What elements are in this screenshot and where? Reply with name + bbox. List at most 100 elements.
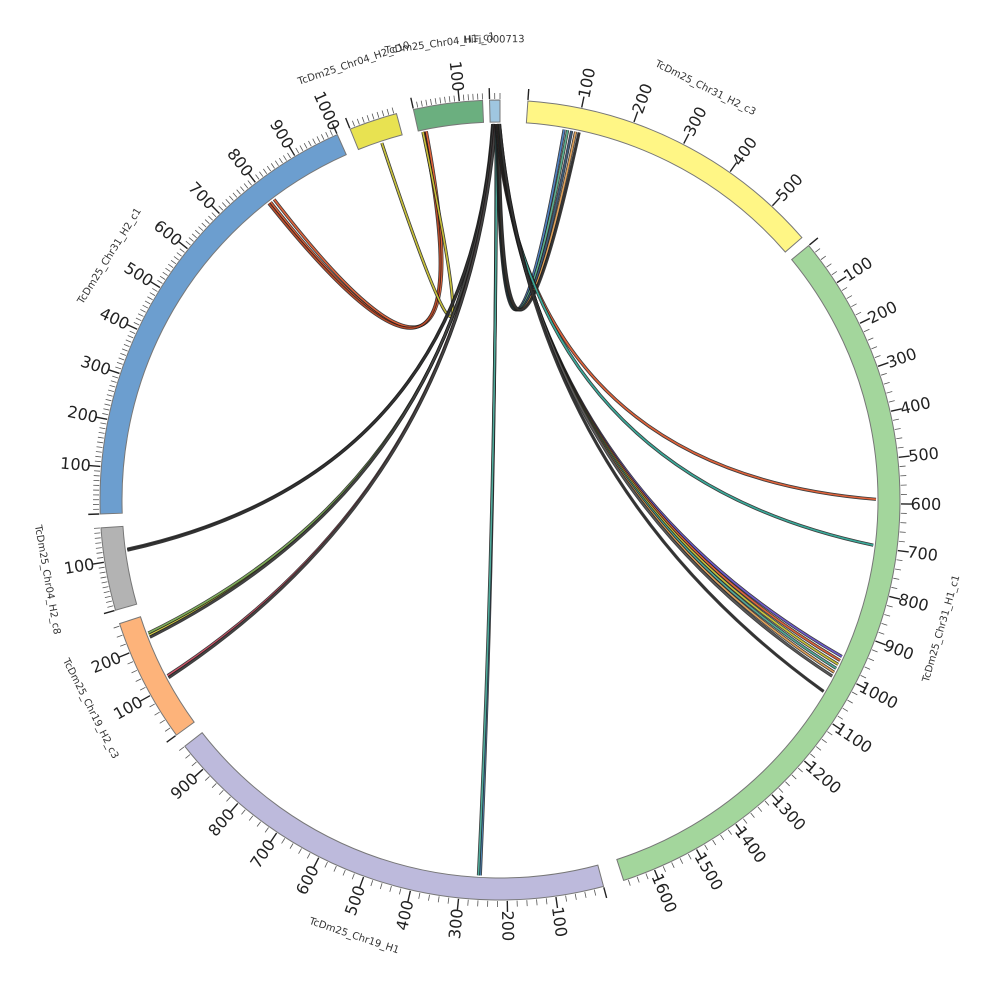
tick-label: 300 [884, 344, 919, 372]
tick-mark [679, 858, 684, 864]
tick-label: 100 [110, 692, 146, 723]
tick-mark [108, 369, 120, 375]
tick-mark [256, 821, 261, 827]
tick-mark [878, 631, 885, 635]
tick-mark [95, 451, 102, 453]
tick-mark [96, 446, 103, 448]
tick-mark [896, 437, 903, 440]
tick-mark [255, 174, 260, 180]
tick-label: 1000 [856, 677, 901, 713]
tick-mark [264, 827, 269, 833]
tick-mark [164, 727, 171, 732]
tick-mark [371, 113, 375, 120]
tick-label: 900 [881, 636, 916, 665]
tick-mark [325, 132, 329, 138]
tick-mark [366, 115, 370, 122]
tick-mark [102, 413, 109, 416]
tick-mark [636, 876, 640, 883]
tick-label: 500 [341, 883, 369, 918]
tick-label: 700 [246, 836, 279, 872]
tick-mark [359, 876, 365, 888]
tick-mark [462, 94, 465, 101]
tick-mark [815, 746, 822, 751]
link-outline [494, 123, 877, 501]
tick-label: 200 [88, 648, 123, 677]
tick-mark [370, 880, 374, 887]
tick-mark [232, 192, 238, 198]
tick-mark [791, 774, 797, 780]
tick-mark [283, 155, 287, 161]
tick-mark [856, 683, 867, 690]
segment-tcdm25-chr19-h1 [184, 732, 605, 901]
tick-mark [104, 403, 111, 406]
tick-label: 700 [906, 542, 939, 565]
tick-mark [96, 416, 108, 421]
tick-mark [894, 568, 901, 571]
tick-mark [298, 848, 302, 854]
tick-mark [99, 427, 106, 430]
tick-mark [211, 212, 217, 218]
tick-mark [123, 344, 130, 348]
tick-mark [785, 781, 790, 787]
tick-mark [897, 549, 909, 553]
link-outline [380, 131, 455, 318]
tick-mark [97, 441, 104, 444]
tick-mark [116, 634, 123, 638]
tick-mark [457, 90, 460, 102]
tick-mark [437, 896, 440, 903]
tick-mark [201, 222, 207, 228]
segments-layer [99, 99, 901, 901]
tick-mark [306, 852, 311, 859]
tick-mark [352, 120, 355, 127]
tick-label: 900 [266, 116, 298, 152]
tick-mark [185, 240, 191, 246]
tick-mark [331, 123, 338, 134]
tick-mark [842, 707, 849, 712]
tick-mark [886, 391, 893, 394]
tick-mark [103, 408, 110, 411]
segment-label: TcDm25_Chr31_H2_c3 [652, 58, 757, 118]
tick-mark [120, 352, 127, 356]
tick-mark [269, 832, 278, 843]
tick-label: 1400 [731, 822, 770, 866]
tick-mark [836, 276, 847, 284]
tick-mark [757, 806, 763, 812]
tick-mark [106, 600, 113, 603]
tick-mark [241, 809, 246, 815]
tick-mark [287, 152, 291, 159]
tick-label: 1200 [802, 757, 845, 798]
tick-label: 400 [728, 133, 761, 169]
link [268, 131, 441, 329]
tick-mark [120, 643, 126, 647]
tick-mark [103, 609, 115, 615]
tick-mark [149, 703, 155, 708]
tick-mark [320, 134, 325, 140]
tick-label: 1300 [768, 792, 810, 835]
tick-mark [240, 186, 245, 192]
tick-mark [308, 140, 312, 147]
tick-mark [116, 362, 123, 365]
tick-mark [720, 834, 725, 841]
tick-mark [847, 699, 853, 704]
link [498, 123, 580, 311]
tick-mark [95, 547, 102, 549]
tick-mark [898, 455, 910, 458]
tick-mark [797, 767, 803, 773]
tick-mark [133, 321, 140, 326]
links-layer [126, 123, 877, 876]
tick-mark [140, 309, 146, 313]
tick-mark [107, 605, 114, 608]
tick-label: 300 [445, 908, 467, 940]
tick-label: 1500 [691, 849, 728, 894]
tick-mark [259, 171, 264, 177]
tick-mark [584, 891, 587, 898]
tick-mark [425, 99, 428, 106]
tick-label: 200 [865, 297, 901, 328]
link [167, 123, 496, 677]
tick-mark [881, 622, 888, 626]
tick-mark [221, 202, 227, 208]
tick-mark [104, 595, 111, 599]
tick-mark [166, 735, 176, 743]
tick-mark [135, 678, 142, 682]
